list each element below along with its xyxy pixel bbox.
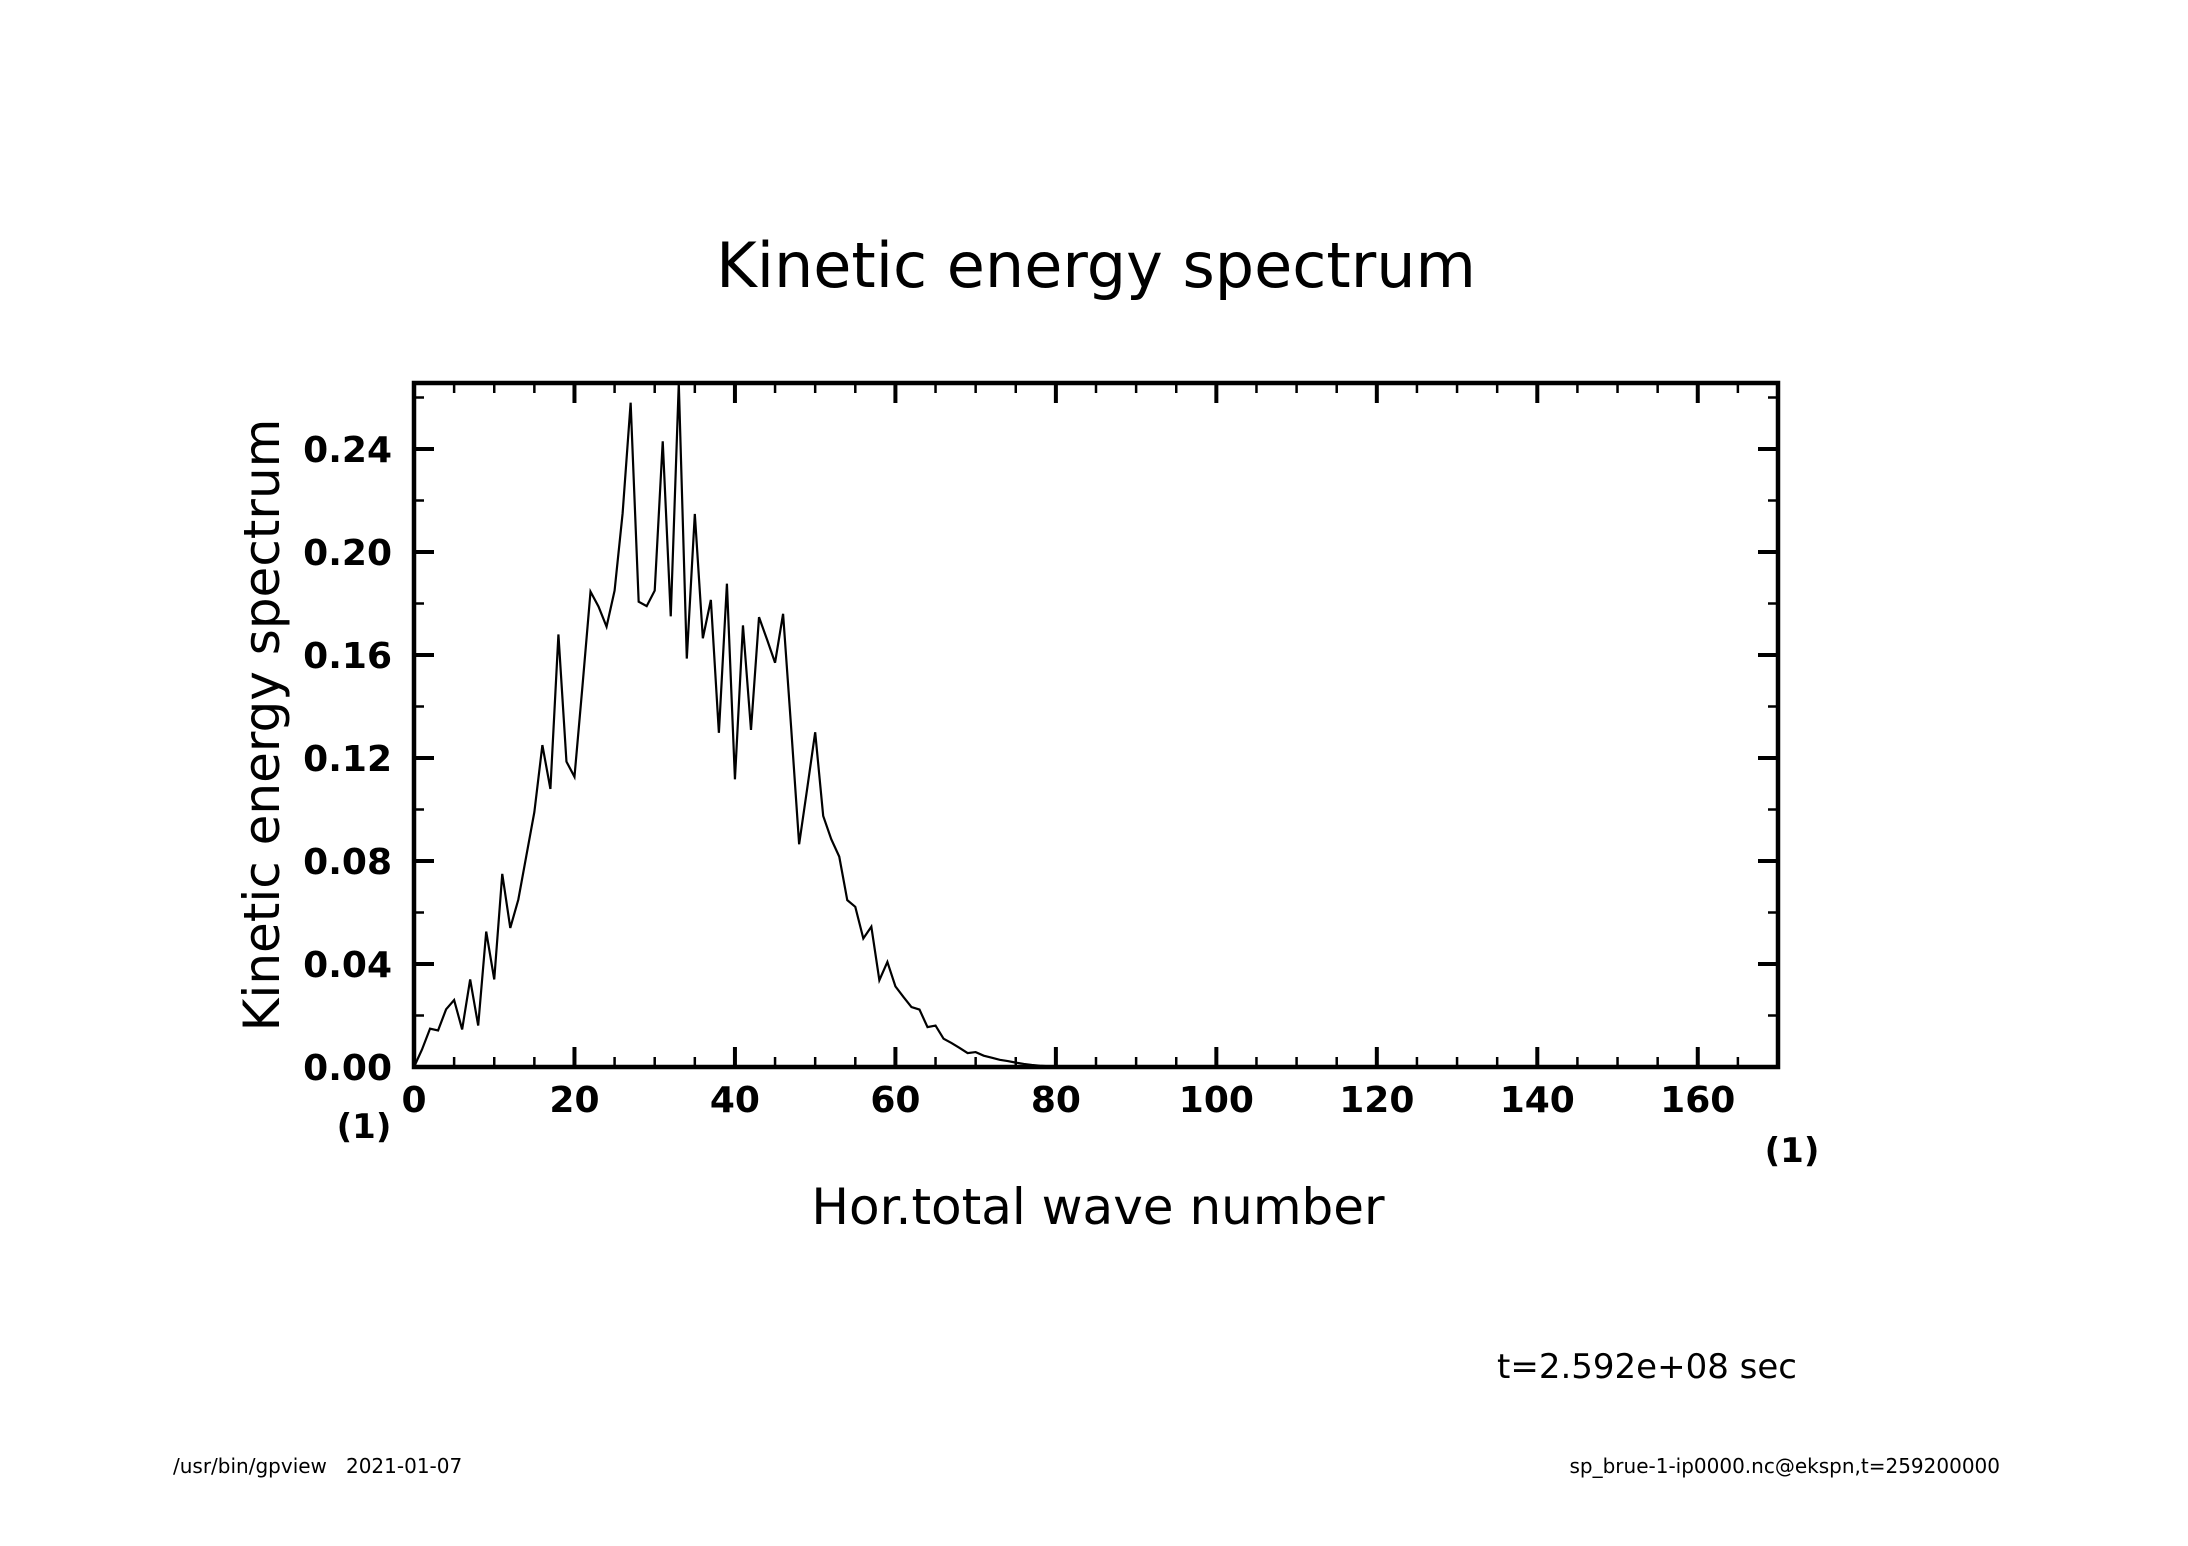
y-tick-label: 0.16	[303, 636, 392, 677]
series-line	[412, 383, 1056, 1068]
x-axis-unit-left: (1)	[337, 1107, 392, 1147]
y-axis-unit-right: (1)	[1765, 1131, 1820, 1171]
x-tick-label: 160	[1660, 1080, 1735, 1121]
y-tick-label: 0.12	[303, 739, 392, 780]
y-tick-label: 0.04	[303, 945, 392, 986]
tick-labels: 0 20 40 60 80 100 120 140 160 0.00 0.04 0.08 0.12 0.1…	[303, 430, 1735, 1121]
x-axis-label: Hor.total wave number	[811, 1178, 1385, 1236]
y-tick-label: 0.00	[303, 1048, 392, 1089]
time-annotation: t=2.592e+08 sec	[1497, 1347, 1797, 1387]
x-tick-label: 40	[710, 1080, 760, 1121]
x-tick-label: 80	[1031, 1080, 1081, 1121]
footer-right: sp_brue-1-ip0000.nc@ekspn,t=259200000	[1569, 1454, 2000, 1478]
y-tick-label: 0.20	[303, 533, 392, 574]
y-tick-label: 0.24	[303, 430, 392, 471]
x-tick-label: 100	[1179, 1080, 1254, 1121]
x-tick-label: 140	[1500, 1080, 1575, 1121]
x-tick-label: 60	[870, 1080, 920, 1121]
footer-left: /usr/bin/gpview 2021-01-07	[173, 1454, 462, 1478]
plot-frame	[411, 380, 1781, 1070]
chart-title: Kinetic energy spectrum	[716, 229, 1476, 302]
x-tick-label: 20	[549, 1080, 599, 1121]
y-tick-label: 0.08	[303, 842, 392, 883]
x-tick-label: 0	[401, 1080, 426, 1121]
x-tick-label: 120	[1339, 1080, 1414, 1121]
y-axis-label: Kinetic energy spectrum	[233, 419, 291, 1032]
